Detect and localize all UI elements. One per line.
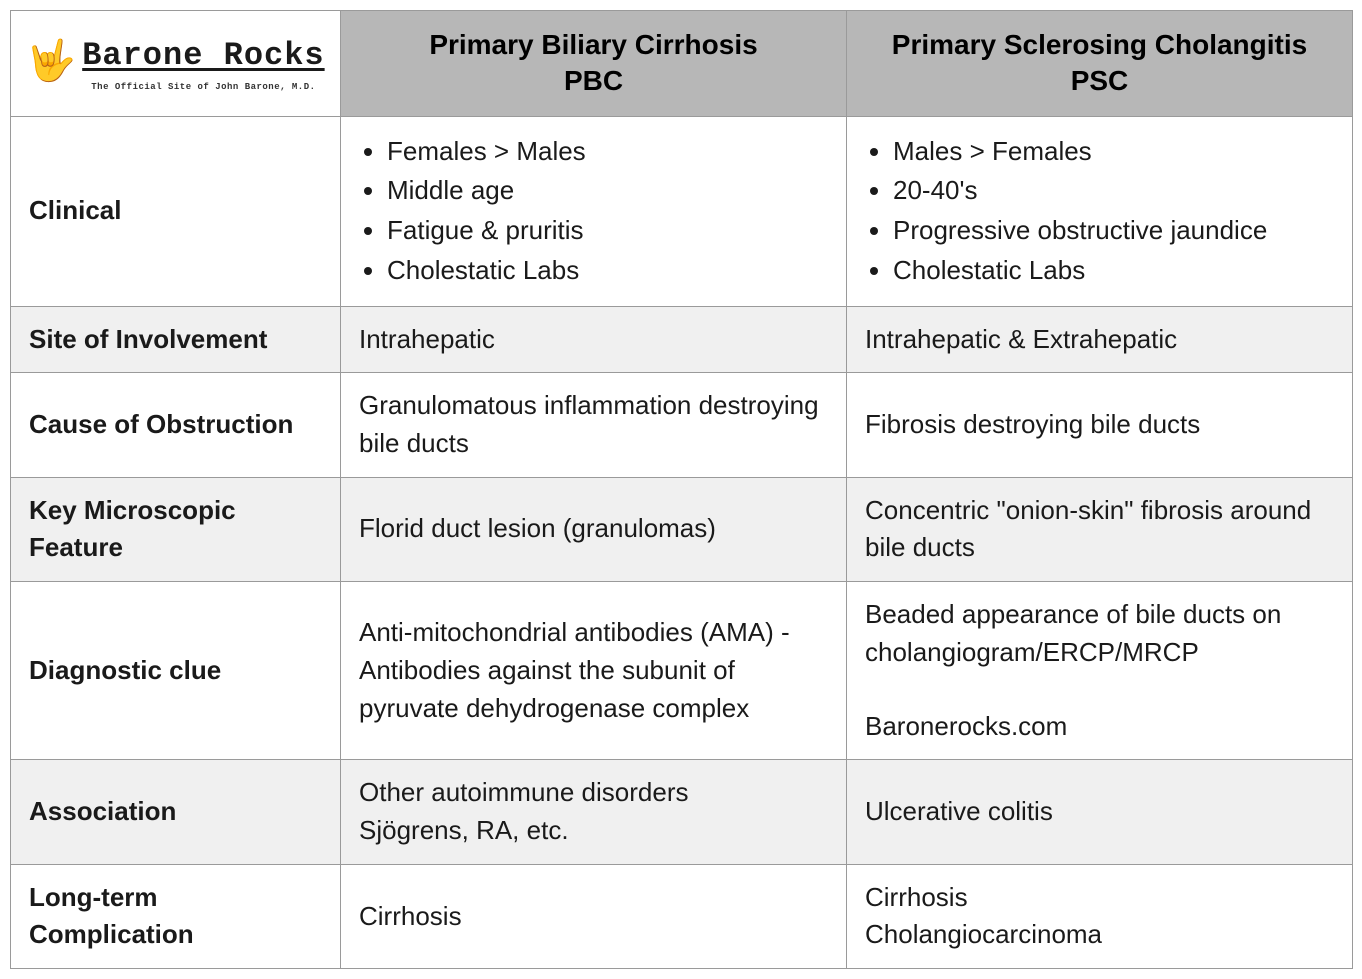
pbc-title-line2: PBC [361, 63, 826, 99]
row-microscopic: Key Microscopic Feature Florid duct lesi… [11, 477, 1353, 581]
list-item: Progressive obstructive jaundice [893, 212, 1334, 250]
association-pbc-line1: Other autoimmune disorders [359, 774, 828, 812]
logo-cell: 🤟 Barone Rocks The Official Site of John… [11, 11, 341, 117]
cell-clinical-pbc: Females > Males Middle age Fatigue & pru… [341, 116, 847, 306]
row-label-site: Site of Involvement [11, 306, 341, 373]
association-pbc-line2: Sjögrens, RA, etc. [359, 812, 828, 850]
longterm-psc-line1: Cirrhosis [865, 879, 1334, 917]
row-cause: Cause of Obstruction Granulomatous infla… [11, 373, 1353, 477]
column-header-psc: Primary Sclerosing Cholangitis PSC [847, 11, 1353, 117]
psc-title-line1: Primary Sclerosing Cholangitis [867, 27, 1332, 63]
row-clinical: Clinical Females > Males Middle age Fati… [11, 116, 1353, 306]
row-site: Site of Involvement Intrahepatic Intrahe… [11, 306, 1353, 373]
cell-longterm-pbc: Cirrhosis [341, 864, 847, 968]
diagnostic-psc-line2: Baronerocks.com [865, 708, 1334, 746]
cell-site-pbc: Intrahepatic [341, 306, 847, 373]
diagnostic-psc-line1: Beaded appearance of bile ducts on chola… [865, 596, 1334, 671]
cell-microscopic-pbc: Florid duct lesion (granulomas) [341, 477, 847, 581]
row-label-diagnostic: Diagnostic clue [11, 581, 341, 759]
list-item: Females > Males [387, 133, 828, 171]
row-label-longterm: Long-term Complication [11, 864, 341, 968]
row-label-microscopic: Key Microscopic Feature [11, 477, 341, 581]
cell-cause-psc: Fibrosis destroying bile ducts [847, 373, 1353, 477]
logo-title: Barone Rocks [82, 33, 324, 79]
cell-longterm-psc: Cirrhosis Cholangiocarcinoma [847, 864, 1353, 968]
row-label-clinical: Clinical [11, 116, 341, 306]
row-label-cause: Cause of Obstruction [11, 373, 341, 477]
cell-association-pbc: Other autoimmune disorders Sjögrens, RA,… [341, 760, 847, 864]
hand-icon: 🤟 [26, 41, 76, 81]
list-item: Middle age [387, 172, 828, 210]
cell-microscopic-psc: Concentric "onion-skin" fibrosis around … [847, 477, 1353, 581]
list-item: Cholestatic Labs [387, 252, 828, 290]
cell-association-psc: Ulcerative colitis [847, 760, 1353, 864]
cell-cause-pbc: Granulomatous inflammation destroying bi… [341, 373, 847, 477]
pbc-title-line1: Primary Biliary Cirrhosis [361, 27, 826, 63]
cell-site-psc: Intrahepatic & Extrahepatic [847, 306, 1353, 373]
longterm-psc-line2: Cholangiocarcinoma [865, 916, 1334, 954]
cell-clinical-psc: Males > Females 20-40's Progressive obst… [847, 116, 1353, 306]
row-association: Association Other autoimmune disorders S… [11, 760, 1353, 864]
list-item: Males > Females [893, 133, 1334, 171]
column-header-pbc: Primary Biliary Cirrhosis PBC [341, 11, 847, 117]
logo-subtitle: The Official Site of John Barone, M.D. [91, 81, 315, 94]
header-row: 🤟 Barone Rocks The Official Site of John… [11, 11, 1353, 117]
list-item: Fatigue & pruritis [387, 212, 828, 250]
comparison-table: 🤟 Barone Rocks The Official Site of John… [10, 10, 1353, 969]
spacer [865, 671, 1334, 707]
list-item: 20-40's [893, 172, 1334, 210]
row-diagnostic: Diagnostic clue Anti-mitochondrial antib… [11, 581, 1353, 759]
row-longterm: Long-term Complication Cirrhosis Cirrhos… [11, 864, 1353, 968]
cell-diagnostic-pbc: Anti-mitochondrial antibodies (AMA) - An… [341, 581, 847, 759]
clinical-psc-list: Males > Females 20-40's Progressive obst… [865, 133, 1334, 290]
clinical-pbc-list: Females > Males Middle age Fatigue & pru… [359, 133, 828, 290]
cell-diagnostic-psc: Beaded appearance of bile ducts on chola… [847, 581, 1353, 759]
site-logo: 🤟 Barone Rocks The Official Site of John… [21, 33, 330, 94]
list-item: Cholestatic Labs [893, 252, 1334, 290]
psc-title-line2: PSC [867, 63, 1332, 99]
row-label-association: Association [11, 760, 341, 864]
logo-text: Barone Rocks The Official Site of John B… [82, 33, 324, 94]
